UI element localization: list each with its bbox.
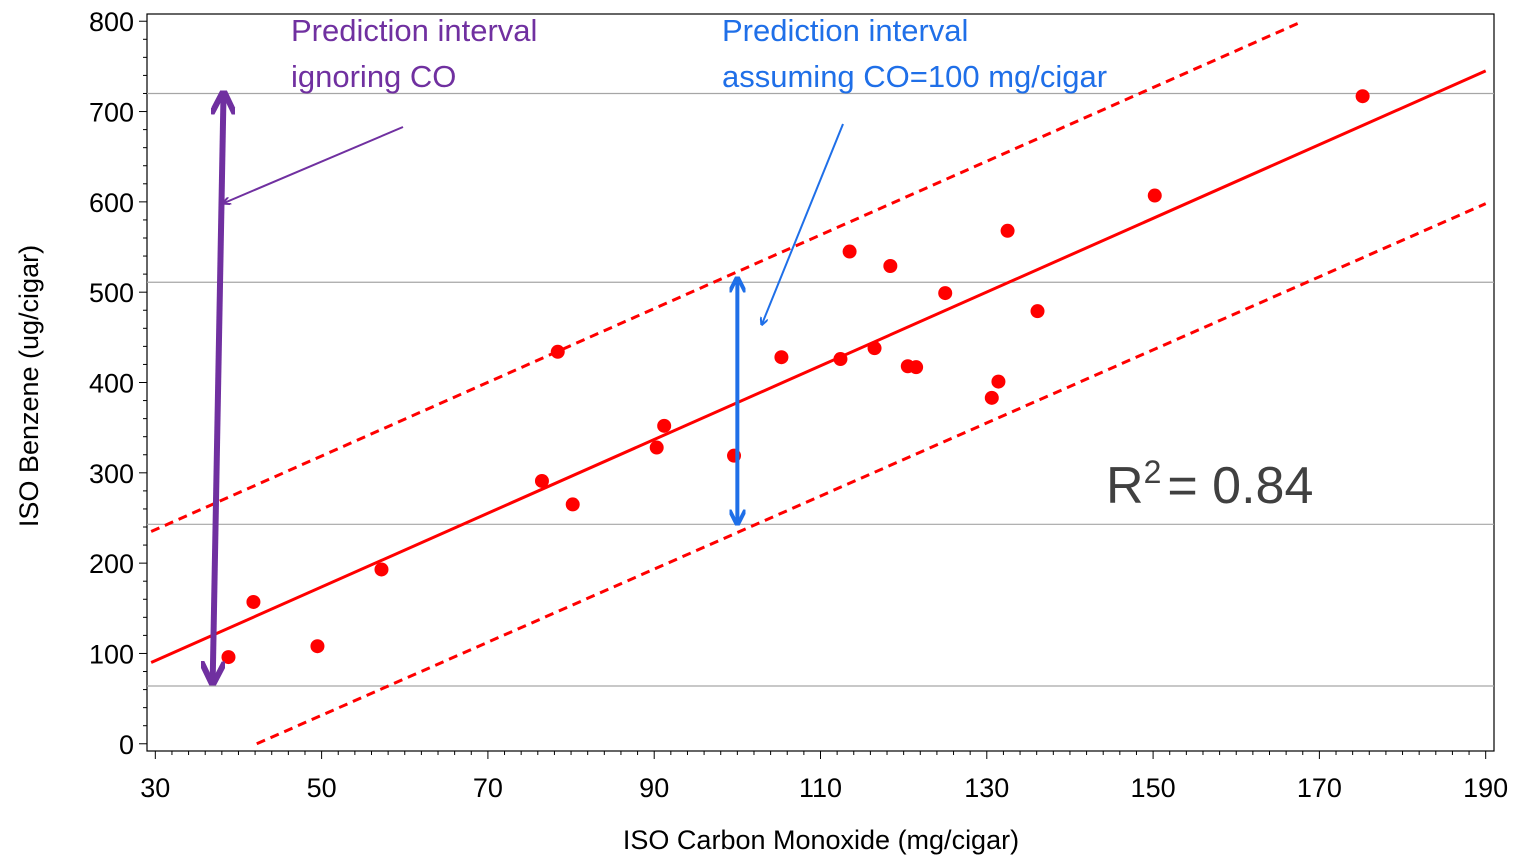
y-tick-label-700: 700	[89, 98, 134, 128]
regression-fit-line	[150, 69, 1487, 664]
x-tick-label-130: 130	[964, 773, 1009, 803]
data-point-7	[649, 440, 664, 455]
y-tick-label-200: 200	[89, 549, 134, 579]
data-point-14	[883, 258, 898, 273]
data-point-20	[1000, 223, 1015, 238]
x-tick-label-90: 90	[639, 773, 669, 803]
prediction-band-lines	[150, 19, 1487, 746]
blue-pointer-arrow	[762, 123, 844, 324]
data-point-21	[1030, 304, 1045, 319]
x-tick-label-30: 30	[140, 773, 170, 803]
blue-annotation-line-2: assuming CO=100 mg/cigar	[722, 59, 1107, 94]
data-point-8	[657, 418, 672, 433]
x-tick-label-170: 170	[1297, 773, 1342, 803]
lower-prediction-line	[256, 202, 1487, 746]
y-tick-label-500: 500	[89, 278, 134, 308]
x-tick-label-50: 50	[307, 773, 337, 803]
data-point-12	[842, 244, 857, 259]
data-point-13	[867, 341, 882, 356]
y-tick-label-300: 300	[89, 459, 134, 489]
blue-annotation-line-1: Prediction interval	[722, 13, 968, 48]
data-point-5	[550, 344, 565, 359]
data-point-11	[833, 352, 848, 367]
x-tick-label-150: 150	[1131, 773, 1176, 803]
upper-prediction-line	[150, 19, 1304, 533]
data-point-0	[221, 650, 236, 665]
y-tick-label-400: 400	[89, 369, 134, 399]
r-squared-label: R2 = 0.84	[1106, 454, 1313, 515]
y-axis-ticks: 0 100 200 300 400 500 600 700 800	[89, 7, 147, 760]
purple-annotation-line-2: ignoring CO	[291, 59, 456, 94]
data-point-19	[991, 374, 1006, 389]
y-tick-label-800: 800	[89, 7, 134, 37]
x-axis-ticks: 30 50 70 90 110 130 150 170 190	[140, 751, 1508, 803]
x-tick-label-70: 70	[473, 773, 503, 803]
data-point-1	[246, 594, 261, 609]
purple-pointer-arrow	[224, 126, 404, 203]
fit-line	[150, 69, 1487, 664]
y-tick-label-0: 0	[119, 730, 134, 760]
purple-annotation-line-1: Prediction interval	[291, 13, 537, 48]
data-point-2	[310, 639, 325, 654]
y-tick-label-100: 100	[89, 639, 134, 669]
x-tick-label-110: 110	[799, 773, 842, 803]
y-axis-title: ISO Benzene (ug/cigar)	[14, 245, 44, 527]
y-tick-label-600: 600	[89, 188, 134, 218]
x-axis-title: ISO Carbon Monoxide (mg/cigar)	[623, 825, 1019, 855]
data-point-22	[1147, 188, 1162, 203]
interval-ignoring-co-arrow	[213, 95, 224, 680]
data-point-16	[909, 360, 924, 375]
data-point-17	[938, 286, 953, 301]
data-point-3	[374, 562, 389, 577]
data-point-6	[565, 497, 580, 512]
prediction-interval-arrows	[213, 95, 738, 680]
reference-lines	[147, 92, 1494, 687]
data-point-23	[1355, 89, 1370, 104]
plot-frame	[146, 13, 1495, 752]
data-point-18	[984, 390, 999, 405]
data-point-10	[774, 350, 789, 365]
data-point-4	[534, 473, 549, 488]
x-tick-label-190: 190	[1463, 773, 1508, 803]
